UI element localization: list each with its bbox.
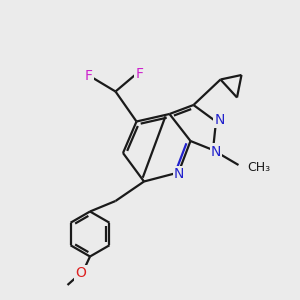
Text: N: N: [214, 113, 225, 127]
Text: N: N: [174, 167, 184, 181]
Text: CH₃: CH₃: [248, 161, 271, 174]
Text: F: F: [85, 70, 92, 83]
Text: N: N: [211, 145, 221, 158]
Text: O: O: [76, 266, 86, 280]
Text: F: F: [136, 67, 143, 80]
